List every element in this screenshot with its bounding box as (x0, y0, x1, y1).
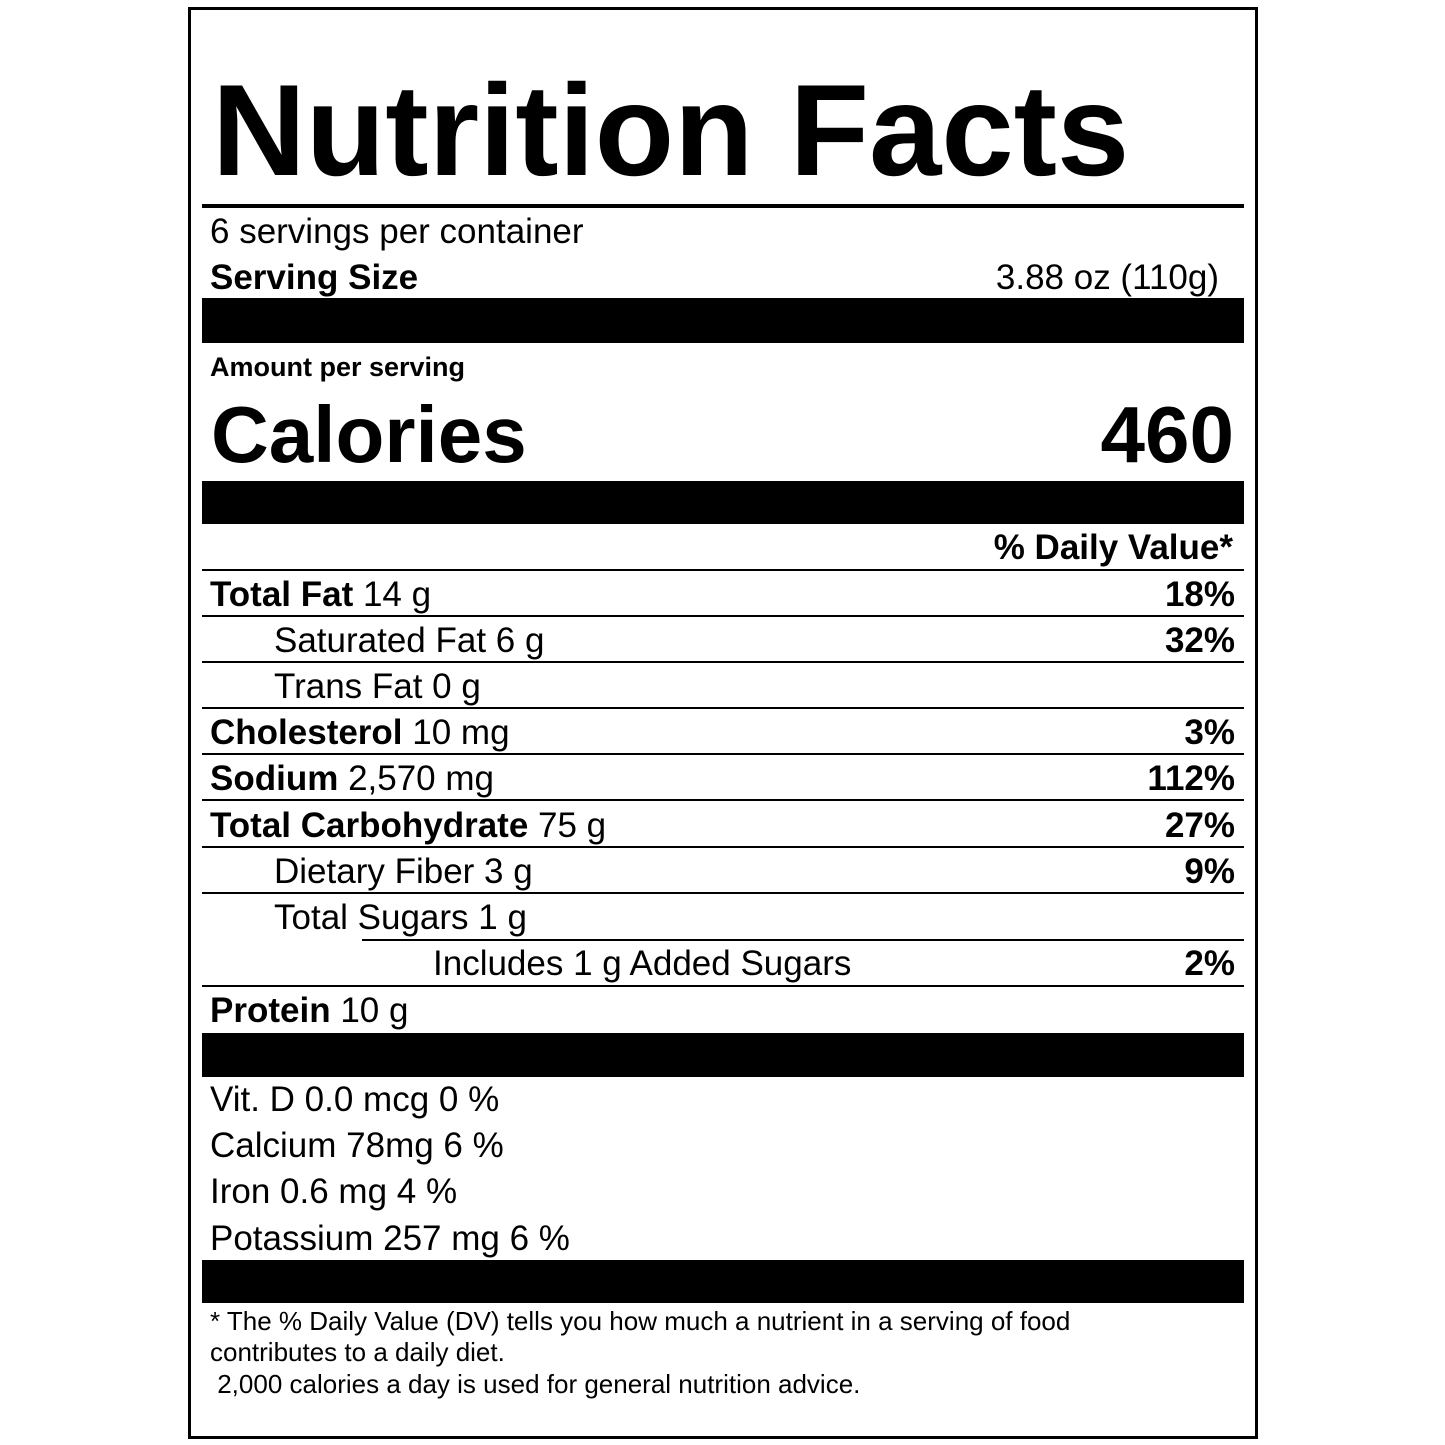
nutrient-name: Dietary Fiber 3 g (274, 852, 533, 891)
footnote: * The % Daily Value (DV) tells you how m… (210, 1306, 1071, 1336)
footnote: contributes to a daily diet. (210, 1337, 505, 1367)
vitamin-row: Vit. D 0.0 mcg 0 % (210, 1080, 1235, 1120)
vitamin-row: Iron 0.6 mg 4 % (210, 1172, 1235, 1212)
divider (202, 985, 1244, 987)
nutrient-row: Dietary Fiber 3 g 9% (210, 852, 1235, 892)
divider (202, 846, 1244, 848)
nutrient-name: Sodium (210, 759, 339, 798)
divider (202, 707, 1244, 709)
divider (202, 661, 1244, 663)
divider (362, 939, 1244, 941)
nutrient-dv: 9% (1184, 852, 1235, 891)
divider (202, 799, 1244, 801)
nutrient-row: Trans Fat 0 g (210, 667, 1235, 707)
nutrient-name: Total Fat (210, 575, 354, 614)
nutrient-row: Cholesterol 10 mg 3% (210, 713, 1235, 753)
nutrient-dv: 2% (1184, 944, 1235, 983)
calories-value: 460 (1100, 390, 1234, 479)
nutrient-row: Saturated Fat 6 g 32% (210, 621, 1235, 661)
nutrient-dv: 27% (1164, 806, 1235, 845)
divider (202, 892, 1244, 894)
divider (202, 204, 1244, 208)
nutrient-amount: 14 g (362, 575, 432, 614)
nutrient-amount: 2,570 mg (348, 759, 494, 798)
vitamin: Calcium 78mg 6 % (210, 1126, 504, 1165)
divider (202, 569, 1244, 571)
nutrient-row: Total Carbohydrate 75 g 27% (210, 806, 1235, 846)
daily-value-header: % Daily Value* (993, 528, 1233, 567)
footnote: 2,000 calories a day is used for general… (210, 1369, 861, 1399)
nutrient-name: Includes 1 g Added Sugars (433, 944, 852, 983)
nutrient-dv: 32% (1164, 621, 1235, 660)
divider (202, 615, 1244, 617)
nutrient-dv: 112% (1147, 759, 1235, 798)
vitamin: Potassium 257 mg 6 % (210, 1219, 570, 1258)
nutrient-name: Protein (210, 991, 331, 1030)
nutrient-name: Trans Fat 0 g (274, 667, 481, 706)
thick-bar (202, 481, 1244, 524)
calories-label: Calories (211, 390, 527, 479)
nutrient-row: Total Sugars 1 g (210, 898, 1235, 938)
nutrient-row: Sodium 2,570 mg 112% (210, 759, 1235, 799)
vitamin-row: Potassium 257 mg 6 % (210, 1219, 1235, 1259)
servings: 6 servings per container (210, 212, 584, 251)
nutrient-amount: 10 g (340, 991, 409, 1030)
nutrient-row: Protein 10 g (210, 991, 1235, 1031)
amount-per-serving: Amount per serving (210, 352, 466, 382)
vitamin: Iron 0.6 mg 4 % (210, 1172, 458, 1211)
nutrient-row: Includes 1 g Added Sugars 2% (210, 944, 1235, 984)
nutrient-dv: 18% (1164, 575, 1235, 614)
label-border (188, 7, 1258, 1439)
thick-bar (202, 1033, 1244, 1077)
nutrient-row: Total Fat 14 g 18% (210, 575, 1235, 615)
thick-bar (202, 1260, 1244, 1303)
nutrient-name: Cholesterol (210, 713, 403, 752)
serving-size-value: 3.88 oz (110g) (995, 258, 1219, 297)
title: Nutrition Facts (212, 57, 1130, 203)
divider (202, 753, 1244, 755)
nutrient-name: Saturated Fat 6 g (274, 621, 545, 660)
nutrient-amount: 10 mg (412, 713, 510, 752)
nutrient-name: Total Carbohydrate (210, 806, 529, 845)
nutrient-name: Total Sugars 1 g (274, 898, 527, 937)
serving-size-row: Serving Size 3.88 oz (110g) (210, 258, 1235, 298)
vitamin: Vit. D 0.0 mcg 0 % (210, 1080, 500, 1119)
nutrient-dv: 3% (1184, 713, 1235, 752)
vitamin-row: Calcium 78mg 6 % (210, 1126, 1235, 1166)
thick-bar (202, 298, 1244, 343)
serving-size-label: Serving Size (210, 258, 419, 297)
nutrient-amount: 75 g (538, 806, 607, 845)
